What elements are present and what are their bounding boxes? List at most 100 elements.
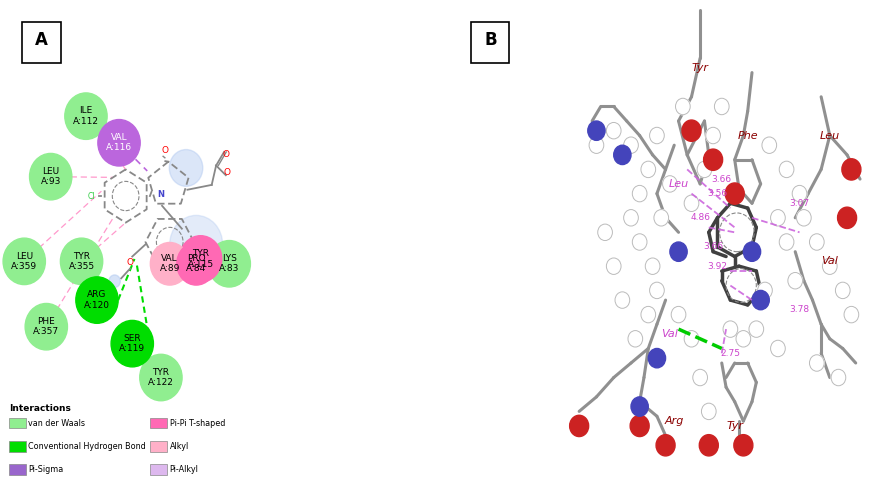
Circle shape bbox=[623, 137, 638, 153]
Circle shape bbox=[758, 282, 773, 299]
Circle shape bbox=[780, 234, 794, 250]
Circle shape bbox=[177, 242, 216, 285]
Circle shape bbox=[169, 150, 203, 186]
Circle shape bbox=[809, 234, 824, 250]
Text: O: O bbox=[162, 146, 168, 154]
Circle shape bbox=[749, 321, 764, 337]
Text: O: O bbox=[127, 258, 134, 267]
Circle shape bbox=[698, 161, 711, 178]
Text: O: O bbox=[223, 151, 230, 159]
Circle shape bbox=[670, 242, 687, 261]
Text: 2.75: 2.75 bbox=[720, 349, 740, 358]
Text: Tyr: Tyr bbox=[726, 421, 743, 431]
Bar bbox=[9, 418, 25, 428]
Circle shape bbox=[98, 120, 141, 166]
Circle shape bbox=[628, 331, 643, 347]
Text: van der Waals: van der Waals bbox=[28, 419, 86, 427]
Text: O: O bbox=[223, 168, 230, 177]
Circle shape bbox=[641, 306, 656, 323]
Circle shape bbox=[3, 238, 45, 285]
Circle shape bbox=[684, 331, 699, 347]
Circle shape bbox=[723, 321, 738, 337]
Circle shape bbox=[140, 354, 182, 401]
Circle shape bbox=[693, 369, 707, 386]
Circle shape bbox=[705, 127, 720, 144]
Circle shape bbox=[632, 234, 647, 250]
Circle shape bbox=[671, 306, 686, 323]
Bar bbox=[9, 464, 25, 475]
Circle shape bbox=[809, 355, 824, 371]
Circle shape bbox=[589, 137, 604, 153]
Circle shape bbox=[109, 275, 120, 287]
Circle shape bbox=[844, 306, 859, 323]
Circle shape bbox=[25, 303, 67, 350]
Circle shape bbox=[60, 238, 103, 285]
Circle shape bbox=[630, 415, 650, 437]
Circle shape bbox=[701, 403, 716, 420]
Text: 3.66: 3.66 bbox=[711, 175, 732, 183]
Circle shape bbox=[607, 258, 621, 274]
Circle shape bbox=[796, 210, 811, 226]
Text: PRO
A:84: PRO A:84 bbox=[186, 254, 206, 273]
Circle shape bbox=[714, 98, 729, 115]
Circle shape bbox=[650, 127, 664, 144]
Text: Interactions: Interactions bbox=[9, 404, 71, 413]
Circle shape bbox=[835, 282, 850, 299]
FancyBboxPatch shape bbox=[471, 22, 509, 63]
Text: 3.92: 3.92 bbox=[707, 262, 727, 271]
Bar bbox=[9, 441, 25, 452]
Circle shape bbox=[649, 348, 665, 368]
Circle shape bbox=[645, 258, 660, 274]
Circle shape bbox=[736, 331, 751, 347]
Circle shape bbox=[654, 210, 669, 226]
Text: Pi-Alkyl: Pi-Alkyl bbox=[169, 465, 199, 474]
Circle shape bbox=[792, 185, 807, 202]
Circle shape bbox=[837, 207, 856, 228]
Text: Val: Val bbox=[821, 257, 838, 266]
Circle shape bbox=[180, 236, 222, 282]
Circle shape bbox=[641, 161, 656, 178]
Text: Pi-Pi T-shaped: Pi-Pi T-shaped bbox=[169, 419, 225, 427]
Text: 3.07: 3.07 bbox=[789, 199, 809, 208]
Circle shape bbox=[752, 290, 769, 310]
Circle shape bbox=[656, 435, 675, 456]
Circle shape bbox=[842, 159, 861, 180]
Circle shape bbox=[632, 185, 647, 202]
Circle shape bbox=[663, 176, 677, 192]
Circle shape bbox=[615, 292, 629, 308]
Text: ARG
A:120: ARG A:120 bbox=[84, 290, 110, 310]
Text: Val: Val bbox=[662, 329, 678, 339]
Text: Leu: Leu bbox=[820, 131, 840, 140]
Circle shape bbox=[111, 320, 154, 367]
Circle shape bbox=[682, 120, 701, 141]
Text: 4.86: 4.86 bbox=[691, 213, 710, 222]
Bar bbox=[150, 418, 167, 428]
Circle shape bbox=[699, 435, 718, 456]
FancyBboxPatch shape bbox=[22, 22, 61, 63]
Text: Conventional Hydrogen Bond: Conventional Hydrogen Bond bbox=[28, 442, 146, 451]
Circle shape bbox=[607, 122, 621, 139]
Text: PHE
A:357: PHE A:357 bbox=[33, 317, 59, 336]
Circle shape bbox=[150, 242, 189, 285]
Text: B: B bbox=[485, 30, 497, 49]
Circle shape bbox=[169, 215, 223, 273]
Text: LEU
A:93: LEU A:93 bbox=[40, 167, 61, 186]
Circle shape bbox=[725, 183, 744, 204]
Text: ILE
A:112: ILE A:112 bbox=[73, 106, 99, 126]
Circle shape bbox=[631, 397, 649, 416]
Circle shape bbox=[780, 161, 794, 178]
Circle shape bbox=[744, 242, 760, 261]
Text: 3.56: 3.56 bbox=[707, 189, 727, 198]
Circle shape bbox=[822, 258, 837, 274]
Text: TYR
A:355: TYR A:355 bbox=[68, 252, 94, 271]
Text: TYR
A:122: TYR A:122 bbox=[148, 368, 174, 387]
Circle shape bbox=[650, 282, 664, 299]
Circle shape bbox=[771, 210, 786, 226]
Text: SER
A:119: SER A:119 bbox=[120, 334, 145, 353]
Text: Alkyl: Alkyl bbox=[169, 442, 189, 451]
Text: Arg: Arg bbox=[664, 416, 684, 426]
Text: N: N bbox=[157, 190, 164, 199]
Text: TYR
A:115: TYR A:115 bbox=[188, 249, 214, 269]
Circle shape bbox=[762, 137, 777, 153]
Bar bbox=[150, 441, 167, 452]
